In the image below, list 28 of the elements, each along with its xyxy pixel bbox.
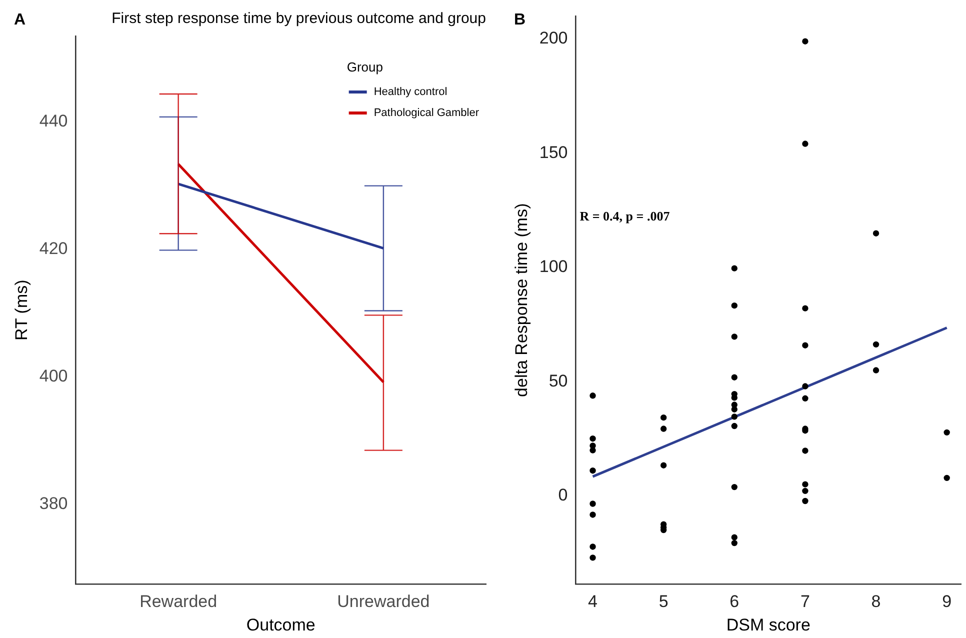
x-tick-label: 5 <box>658 592 668 612</box>
y-axis-title: RT (ms) <box>12 280 31 340</box>
y-tick-label: 420 <box>39 239 68 258</box>
y-tick-label: 440 <box>39 112 68 131</box>
x-tick-label: 7 <box>800 592 810 612</box>
x-axis-title: Outcome <box>246 615 316 634</box>
y-tick-label: 0 <box>558 486 568 505</box>
x-tick-label: 8 <box>871 592 881 612</box>
y-tick-label: 50 <box>548 371 568 390</box>
y-tick-label: 200 <box>539 28 568 48</box>
x-tick-label: Rewarded <box>140 592 218 612</box>
x-tick-label: 6 <box>730 592 740 612</box>
legend-label: Healthy control <box>374 86 448 98</box>
chart-title: First step response time by previous outcome and group <box>112 10 486 28</box>
y-axis-title: delta Response time (ms) <box>512 203 531 397</box>
text: B <box>514 11 526 28</box>
text: A <box>14 11 26 28</box>
y-tick-label: 380 <box>39 494 68 514</box>
annotation: R = 0.4, p = .007 <box>580 208 670 224</box>
legend-title: Group <box>346 60 383 75</box>
x-tick-label: 9 <box>942 592 952 612</box>
legend-label: Pathological Gambler <box>374 107 480 120</box>
x-axis-title: DSM score <box>726 615 810 634</box>
y-tick-label: 100 <box>539 257 568 276</box>
y-tick-label: 400 <box>39 366 68 386</box>
x-tick-label: 4 <box>588 592 598 612</box>
y-tick-label: 150 <box>539 142 568 162</box>
x-tick-label: Unrewarded <box>337 592 430 612</box>
